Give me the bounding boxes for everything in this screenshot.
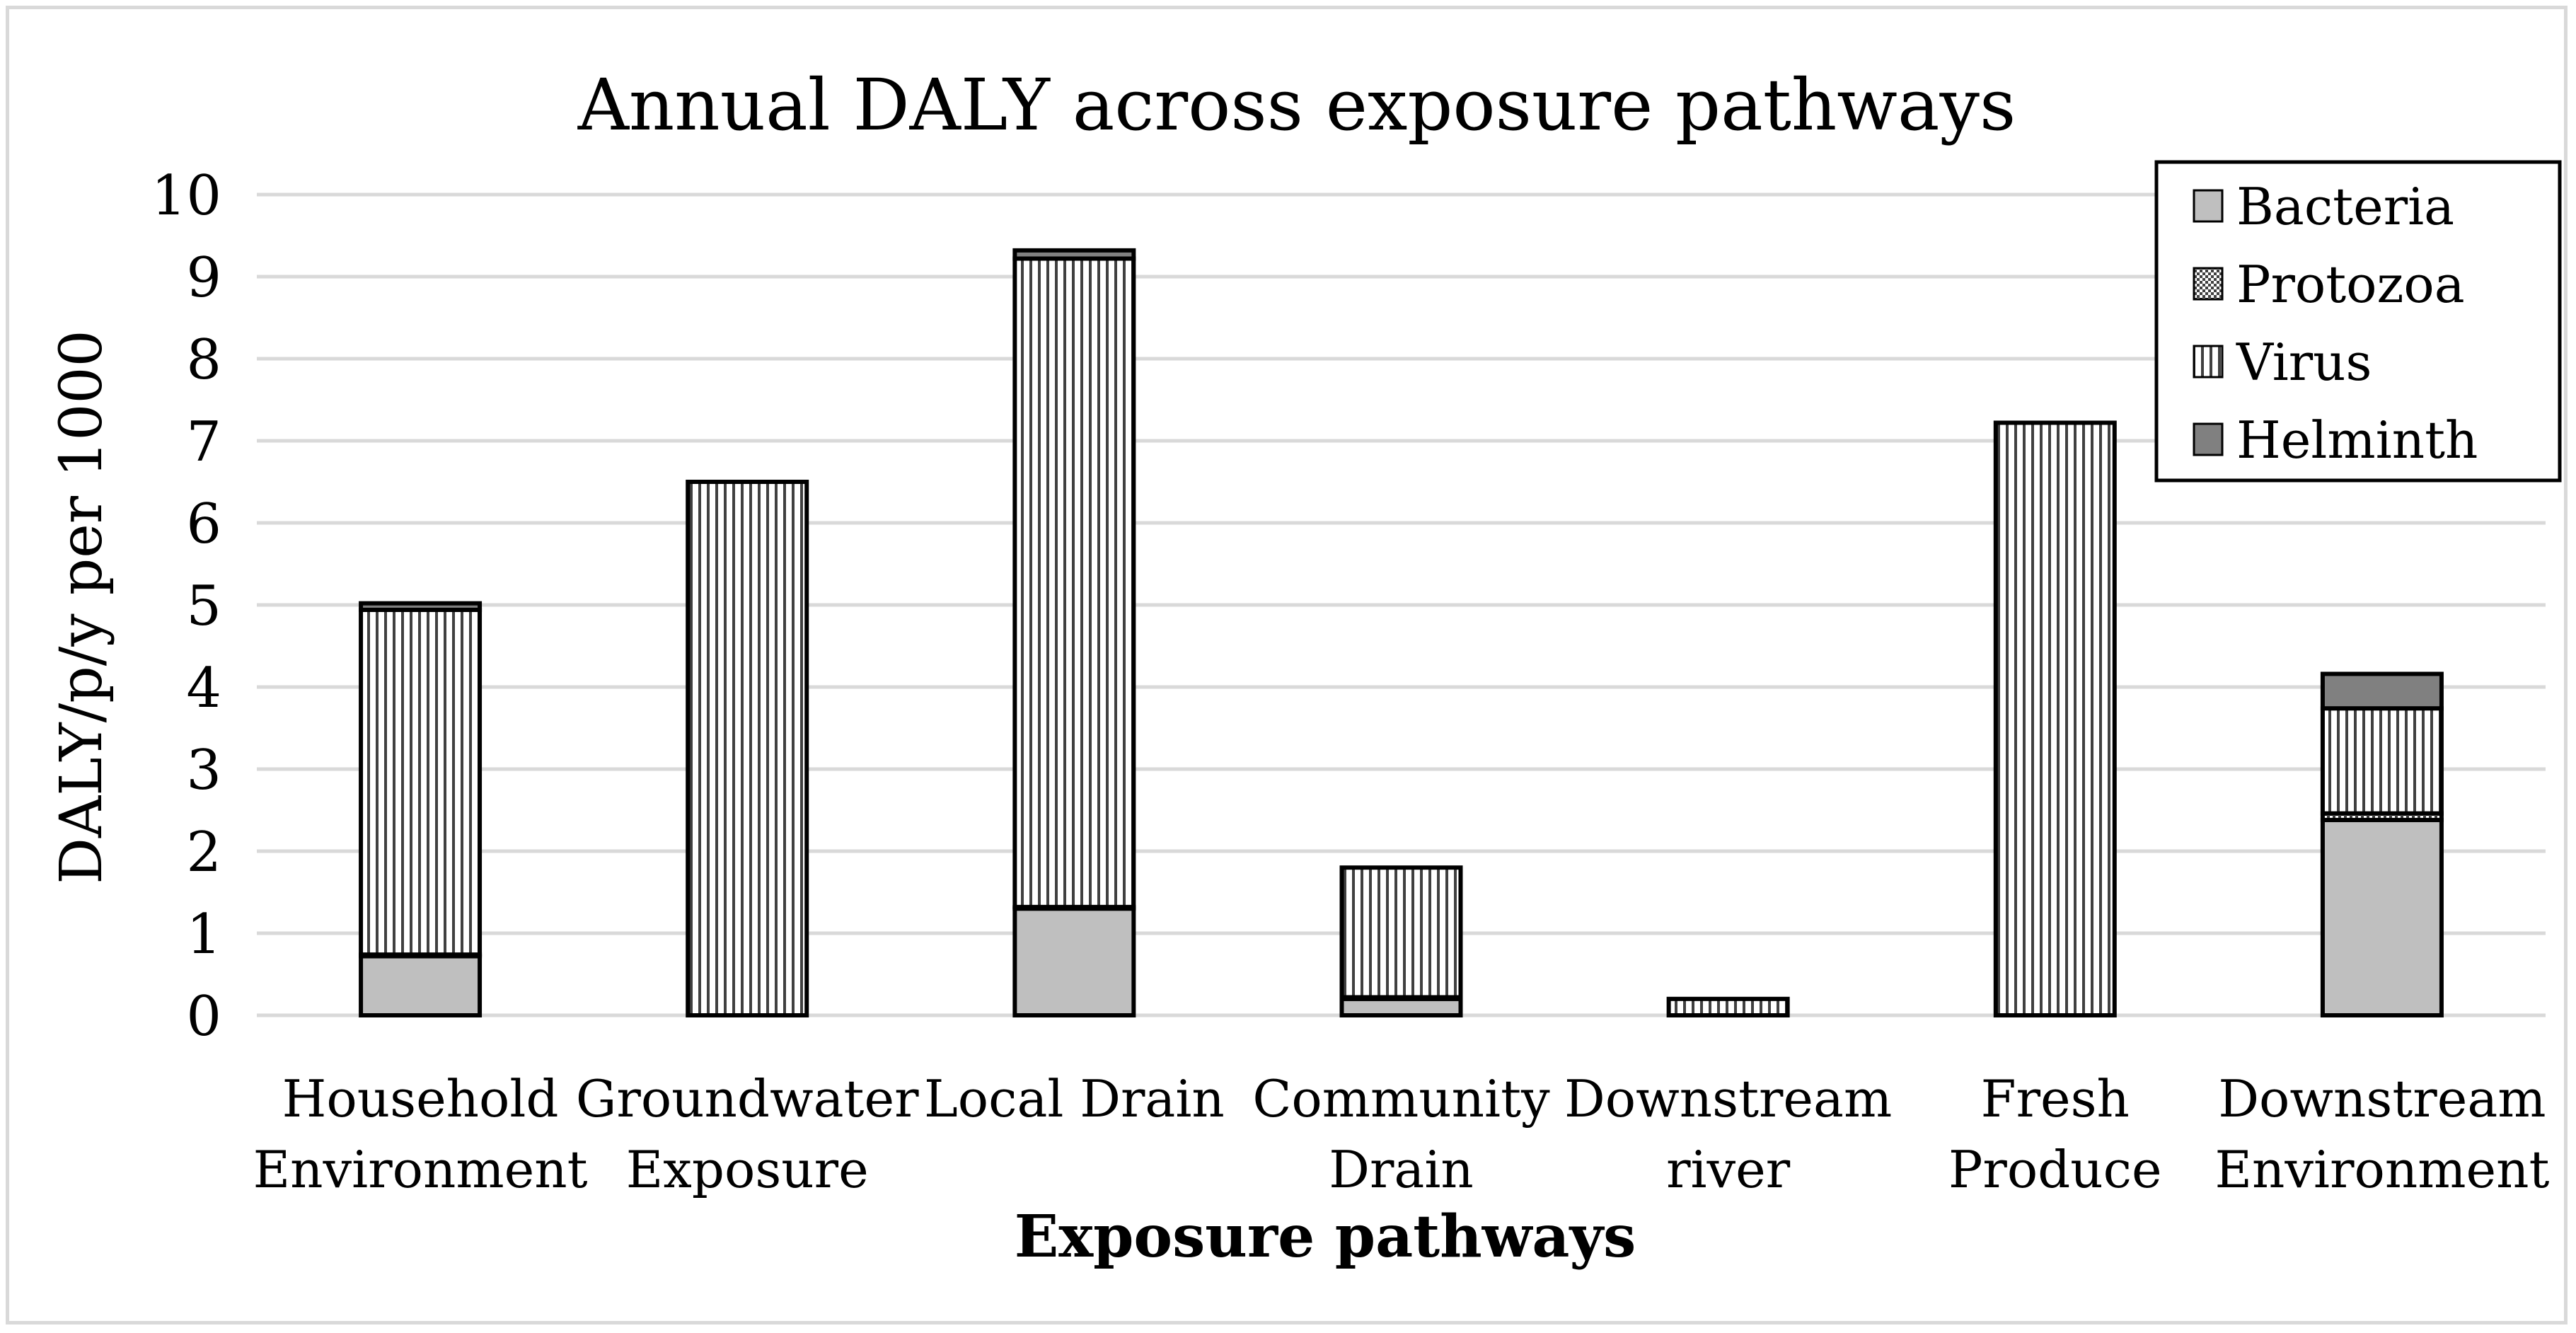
bar-bacteria xyxy=(1339,996,1463,1018)
y-tick-label: 3 xyxy=(186,739,221,802)
legend-label-bacteria: Bacteria xyxy=(2236,177,2454,236)
bars xyxy=(359,248,2444,1018)
legend-swatch-virus xyxy=(2193,345,2224,379)
y-tick-label: 9 xyxy=(186,246,221,310)
chart-frame: Annual DALY across exposure pathways 0 1 2… xyxy=(6,6,2568,1325)
bar-virus xyxy=(1012,256,1136,909)
x-tick-label: Fresh xyxy=(1981,1069,2130,1129)
y-tick-labels: 0 1 2 3 4 5 6 7 8 9 10 xyxy=(151,164,221,1049)
x-tick-label: Environment xyxy=(253,1140,588,1199)
x-tick-label: Exposure xyxy=(626,1140,869,1199)
x-tick-label: river xyxy=(1666,1140,1791,1199)
y-tick-label: 5 xyxy=(186,575,221,638)
x-tick-labels: Household Environment Groundwater Exposure L… xyxy=(253,1069,2550,1199)
chart-svg: Annual DALY across exposure pathways 0 1 2… xyxy=(48,64,2562,1271)
y-tick-label: 10 xyxy=(151,164,221,228)
y-tick-label: 8 xyxy=(186,328,221,392)
legend-label-helminth: Helminth xyxy=(2236,410,2478,470)
bar-virus xyxy=(2320,706,2444,816)
legend: Bacteria Protozoa Virus Helminth xyxy=(2154,160,2562,483)
legend-label-virus: Virus xyxy=(2236,333,2372,392)
x-axis-title: Exposure pathways xyxy=(1015,1203,1636,1271)
x-tick-label: Household xyxy=(282,1069,559,1129)
legend-swatch-protozoa xyxy=(2193,267,2224,301)
legend-label-protozoa: Protozoa xyxy=(2236,255,2465,314)
y-axis-title: DALY/p/y per 1000 xyxy=(48,330,115,884)
legend-swatch-bacteria xyxy=(2193,189,2224,223)
x-tick-label: Groundwater xyxy=(576,1069,919,1129)
bar-virus xyxy=(1666,996,1790,1018)
y-tick-label: 2 xyxy=(186,821,221,884)
bar-virus xyxy=(359,607,483,957)
bar-bacteria xyxy=(1012,906,1136,1017)
y-tick-label: 7 xyxy=(186,410,221,474)
bar-virus xyxy=(1993,420,2117,1017)
x-tick-label: Environment xyxy=(2214,1140,2549,1199)
x-tick-label: Local Drain xyxy=(924,1069,1225,1129)
bar-bacteria xyxy=(359,954,483,1017)
x-tick-label: Downstream xyxy=(2218,1069,2546,1129)
y-tick-label: 6 xyxy=(186,492,221,556)
x-tick-label: Drain xyxy=(1329,1140,1473,1199)
bar-helminth xyxy=(1012,248,1136,261)
x-tick-label: Produce xyxy=(1948,1140,2162,1199)
legend-swatch-helminth xyxy=(2193,422,2224,456)
bar-virus xyxy=(1339,865,1463,1000)
y-tick-label: 4 xyxy=(186,657,221,720)
bar-bacteria xyxy=(2320,817,2444,1018)
x-tick-label: Downstream xyxy=(1564,1069,1892,1129)
bar-virus xyxy=(686,480,809,1017)
bar-helminth xyxy=(359,601,483,612)
y-tick-label: 1 xyxy=(186,903,221,966)
y-tick-label: 0 xyxy=(186,985,221,1049)
bar-helminth xyxy=(2320,671,2444,711)
chart-title: Annual DALY across exposure pathways xyxy=(577,64,2016,146)
legend-box xyxy=(2154,160,2562,483)
x-tick-label: Community xyxy=(1252,1069,1550,1129)
